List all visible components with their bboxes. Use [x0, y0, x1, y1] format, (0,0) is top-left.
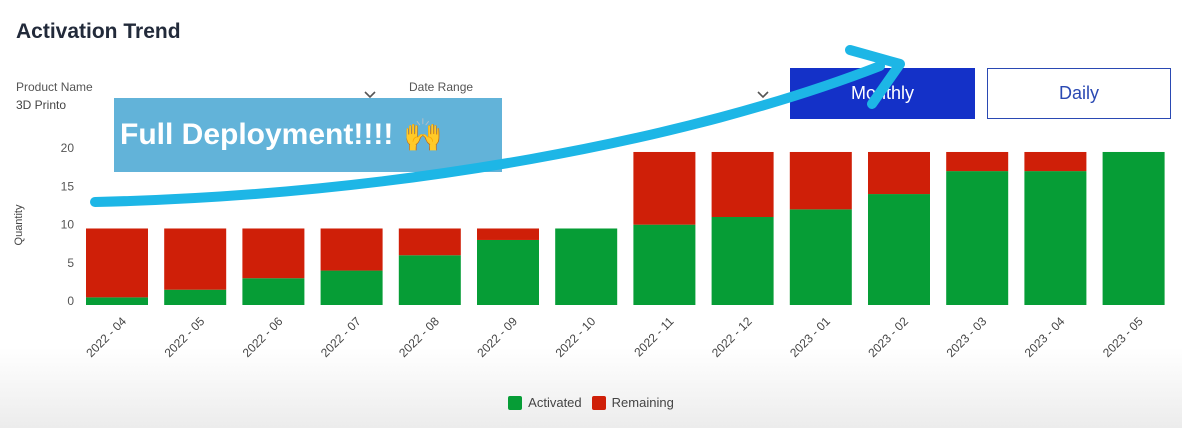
- x-tick-label: 2023 - 05: [1100, 314, 1146, 360]
- legend-remaining[interactable]: Remaining: [591, 395, 674, 410]
- page-title: Activation Trend: [16, 20, 181, 43]
- y-tick-label: 15: [61, 179, 75, 193]
- bar-activated: [398, 255, 461, 305]
- bottom-shade: [0, 348, 1182, 428]
- bar-activated: [164, 289, 227, 305]
- bar-remaining: [633, 151, 696, 225]
- y-tick-label: 0: [67, 294, 74, 308]
- x-tick-label: 2022 - 12: [709, 314, 755, 360]
- x-tick-label: 2023 - 02: [865, 314, 911, 360]
- legend-activated-label: Activated: [528, 395, 582, 410]
- x-tick-label: 2022 - 05: [162, 314, 208, 360]
- bar-activated: [477, 239, 539, 305]
- x-tick-label: 2022 - 11: [631, 314, 676, 359]
- daily-button[interactable]: Daily: [987, 68, 1171, 119]
- y-tick-label: 20: [61, 141, 75, 155]
- x-tick-label: 2022 - 10: [553, 314, 599, 360]
- bar-remaining: [711, 151, 774, 218]
- bar-activated: [1024, 171, 1087, 305]
- full-deployment-callout: Full Deployment!!!! 🙌: [114, 98, 502, 172]
- bar-remaining: [789, 151, 852, 210]
- callout-text: Full Deployment!!!!: [120, 118, 394, 151]
- y-tick-label: 10: [61, 218, 75, 232]
- bar-activated: [789, 209, 852, 305]
- bar-activated: [868, 194, 930, 305]
- bar-remaining: [946, 151, 1009, 172]
- product-name-dropdown[interactable]: 3D Printo: [16, 98, 67, 112]
- bar-remaining: [1024, 151, 1087, 172]
- bar-activated: [1102, 151, 1165, 305]
- bar-remaining: [164, 228, 227, 290]
- x-tick-label: 2023 - 04: [1022, 314, 1068, 360]
- bar-remaining: [86, 228, 148, 298]
- x-tick-label: 2023 - 03: [944, 314, 990, 360]
- bar-activated: [242, 278, 305, 305]
- legend-activated-swatch: [508, 395, 523, 410]
- bar-remaining: [242, 228, 305, 279]
- bar-remaining: [477, 228, 539, 240]
- legend-remaining-label: Remaining: [611, 395, 674, 410]
- bar-activated: [555, 228, 618, 305]
- product-name-label: Product Name: [16, 80, 93, 94]
- x-tick-label: 2022 - 06: [240, 314, 286, 360]
- bar-activated: [633, 224, 696, 305]
- bar-remaining: [320, 228, 383, 271]
- bar-activated: [86, 297, 148, 305]
- x-tick-label: 2022 - 09: [474, 314, 520, 360]
- raised-hands-icon: 🙌: [403, 117, 444, 153]
- legend-activated[interactable]: Activated: [508, 395, 582, 410]
- bar-activated: [711, 217, 774, 305]
- x-tick-label: 2022 - 08: [396, 314, 442, 360]
- x-tick-label: 2023 - 01: [787, 314, 833, 360]
- x-tick-label: 2022 - 07: [318, 314, 364, 360]
- y-axis-title: Quantity: [13, 204, 25, 245]
- legend-remaining-swatch: [591, 395, 606, 410]
- y-tick-label: 5: [67, 256, 74, 270]
- x-tick-label: 2022 - 04: [83, 314, 129, 360]
- bar-activated: [946, 171, 1009, 305]
- chart-legend: Activated Remaining: [0, 395, 1182, 410]
- activation-chart: Quantity 0 5 10 15 20 2022 - 04 2022 - 05 2022 -…: [13, 141, 1165, 360]
- bar-remaining: [868, 151, 930, 195]
- bar-activated: [320, 270, 383, 305]
- bar-remaining: [398, 228, 461, 256]
